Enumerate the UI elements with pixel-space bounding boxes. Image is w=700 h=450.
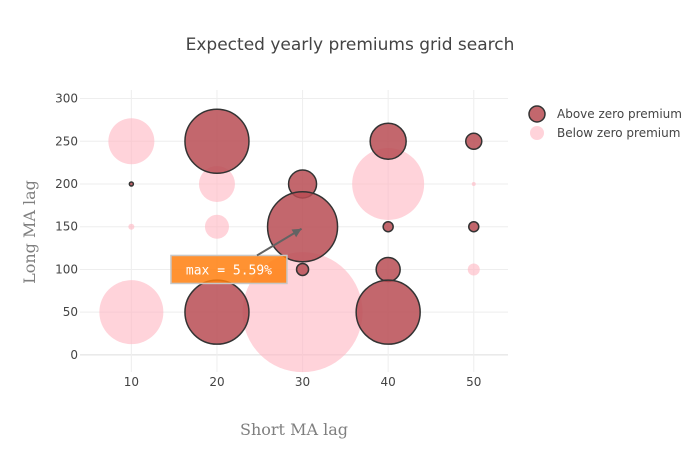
x-axis-title: Short MA lag xyxy=(240,420,348,439)
below-zero-bubble xyxy=(471,182,476,186)
legend-label: Above zero premium xyxy=(557,107,682,121)
above-zero-bubble xyxy=(128,181,135,187)
legend-label: Below zero premium xyxy=(557,126,680,140)
above-zero-bubble xyxy=(295,262,310,277)
annotation: max = 5.59% xyxy=(170,227,303,285)
below-zero-bubble xyxy=(204,214,229,239)
x-tick-label: 30 xyxy=(295,375,310,389)
above-zero-bubble xyxy=(465,132,483,151)
x-tick-label: 50 xyxy=(466,375,481,389)
chart-title: Expected yearly premiums grid search xyxy=(186,35,515,55)
below-zero-bubble xyxy=(99,280,164,345)
x-tick-label: 10 xyxy=(124,375,139,389)
legend-marker-below-zero xyxy=(530,126,544,140)
annotation-text: max = 5.59% xyxy=(186,263,272,278)
y-tick-label: 0 xyxy=(70,348,78,362)
above-zero-bubble xyxy=(369,122,407,161)
below-zero-bubble xyxy=(467,263,480,276)
y-axis-title: Long MA lag xyxy=(20,180,39,284)
below-zero-bubble xyxy=(352,148,425,220)
y-axis-ticks: 0 50 100 150 200 250 300 xyxy=(55,92,78,362)
y-tick-label: 300 xyxy=(55,92,78,106)
above-zero-bubble xyxy=(184,108,250,175)
y-tick-label: 250 xyxy=(55,134,78,148)
above-zero-bubble xyxy=(184,279,250,345)
bubbles xyxy=(99,108,483,373)
above-zero-bubble xyxy=(468,220,480,233)
legend: Above zero premium Below zero premium xyxy=(528,105,682,140)
above-zero-bubble xyxy=(375,256,401,283)
above-zero-bubble xyxy=(355,279,421,345)
y-tick-label: 100 xyxy=(55,262,78,276)
x-tick-label: 20 xyxy=(209,375,224,389)
annotation-box xyxy=(170,254,288,285)
above-zero-bubble xyxy=(266,190,339,263)
below-zero-bubble xyxy=(108,118,155,165)
y-tick-label: 200 xyxy=(55,177,78,191)
x-axis-ticks: 10 20 30 40 50 xyxy=(124,375,482,389)
y-tick-label: 150 xyxy=(55,220,78,234)
above-zero-bubble xyxy=(382,220,394,233)
below-zero-bubble xyxy=(128,223,135,230)
annotation-arrowhead xyxy=(291,228,302,238)
x-tick-label: 40 xyxy=(381,375,396,389)
y-tick-label: 50 xyxy=(63,305,78,319)
legend-marker-above-zero xyxy=(528,105,546,123)
below-zero-bubble xyxy=(198,166,235,202)
